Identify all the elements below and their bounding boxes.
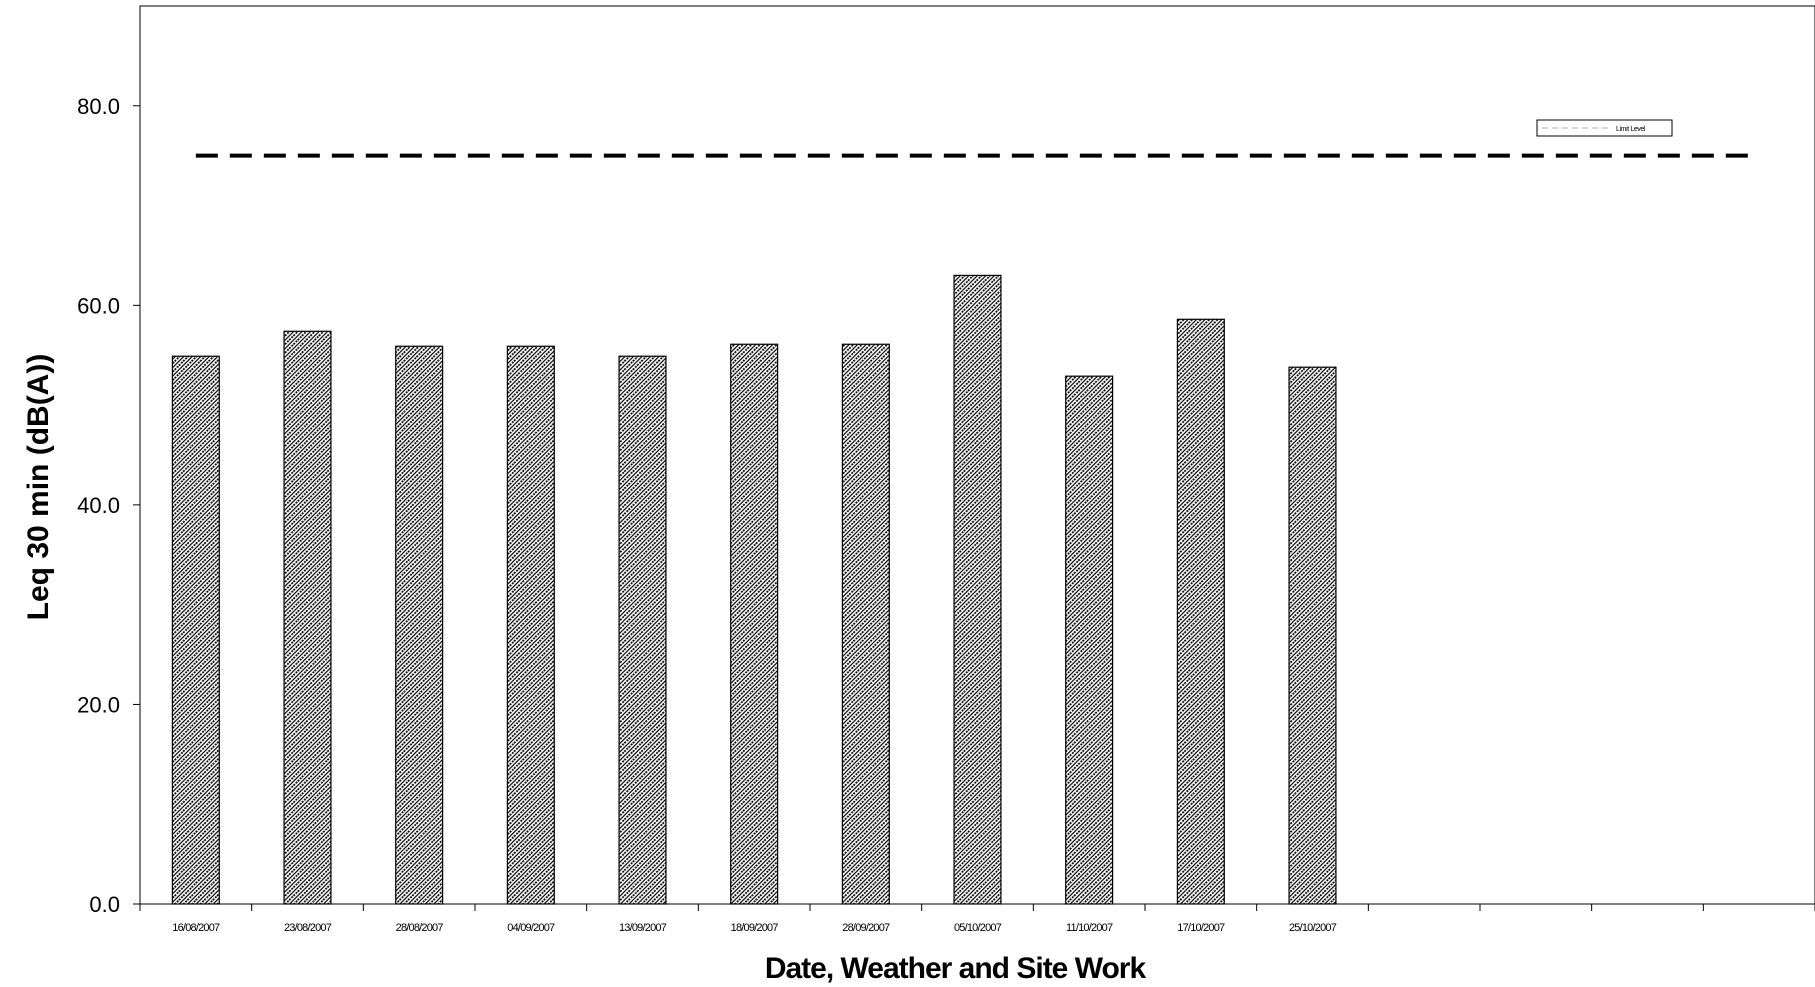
- x-tick-label: 05/10/2007: [954, 922, 1002, 934]
- y-tick-label: 20.0: [77, 692, 120, 717]
- y-axis-title: Leq 30 min (dB(A)): [22, 354, 55, 621]
- x-tick-label: 28/08/2007: [396, 922, 444, 934]
- x-tick-label: 18/09/2007: [731, 922, 779, 934]
- x-axis-title: Date, Weather and Site Work: [765, 952, 1147, 985]
- bar: [1065, 375, 1114, 905]
- x-tick-label: 25/10/2007: [1289, 922, 1337, 934]
- bar: [171, 355, 220, 905]
- x-tick-label: 17/10/2007: [1177, 922, 1225, 934]
- legend: Limit Level: [1536, 119, 1673, 137]
- legend-label-limit-level: Limit Level: [1616, 126, 1646, 133]
- bar: [730, 343, 779, 905]
- x-axis: 16/08/2007 23/08/2007 28/08/2007 04/09/2007…: [139, 904, 1815, 934]
- x-tick-label: 16/08/2007: [172, 922, 220, 934]
- bar-series: [171, 274, 1337, 905]
- x-tick-label: 23/08/2007: [284, 922, 332, 934]
- y-tick-label: 80.0: [77, 94, 120, 119]
- bar: [506, 345, 555, 905]
- x-tick-label: 28/09/2007: [842, 922, 890, 934]
- bar: [841, 343, 890, 905]
- bar: [618, 355, 667, 905]
- bar: [1176, 318, 1225, 905]
- y-tick-label: 0.0: [89, 892, 120, 917]
- bar: [953, 274, 1002, 905]
- bar: [395, 345, 444, 905]
- y-tick-label: 60.0: [77, 293, 120, 318]
- y-tick-label: 40.0: [77, 493, 120, 518]
- x-tick-label: 11/10/2007: [1066, 922, 1113, 934]
- bar: [283, 330, 332, 905]
- y-axis: 0.0 20.0 40.0 60.0 80.0: [77, 94, 140, 917]
- x-tick-label: 13/09/2007: [619, 922, 667, 934]
- x-tick-label: 04/09/2007: [507, 922, 555, 934]
- bar: [1288, 366, 1337, 905]
